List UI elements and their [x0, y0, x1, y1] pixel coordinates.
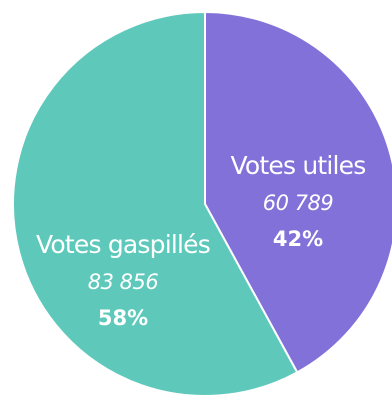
pie-slices	[12, 11, 392, 396]
slice-value-label: 83 856	[88, 270, 159, 294]
slice-percent-label: 42%	[273, 227, 323, 251]
slice-name-label: Votes gaspillés	[36, 230, 210, 259]
slice-value-label: 60 789	[263, 191, 334, 215]
slice-label-group-1: Votes utiles 60 789 42%	[231, 151, 367, 251]
slice-percent-label: 58%	[98, 306, 148, 330]
slice-label-group-2: Votes gaspillés 83 856 58%	[36, 230, 211, 330]
pie-slice-1	[204, 11, 392, 374]
slice-name-label: Votes utiles	[231, 151, 366, 180]
pie-labels: Votes utiles 60 789 42% Votes gaspillés 83 8…	[36, 151, 367, 330]
